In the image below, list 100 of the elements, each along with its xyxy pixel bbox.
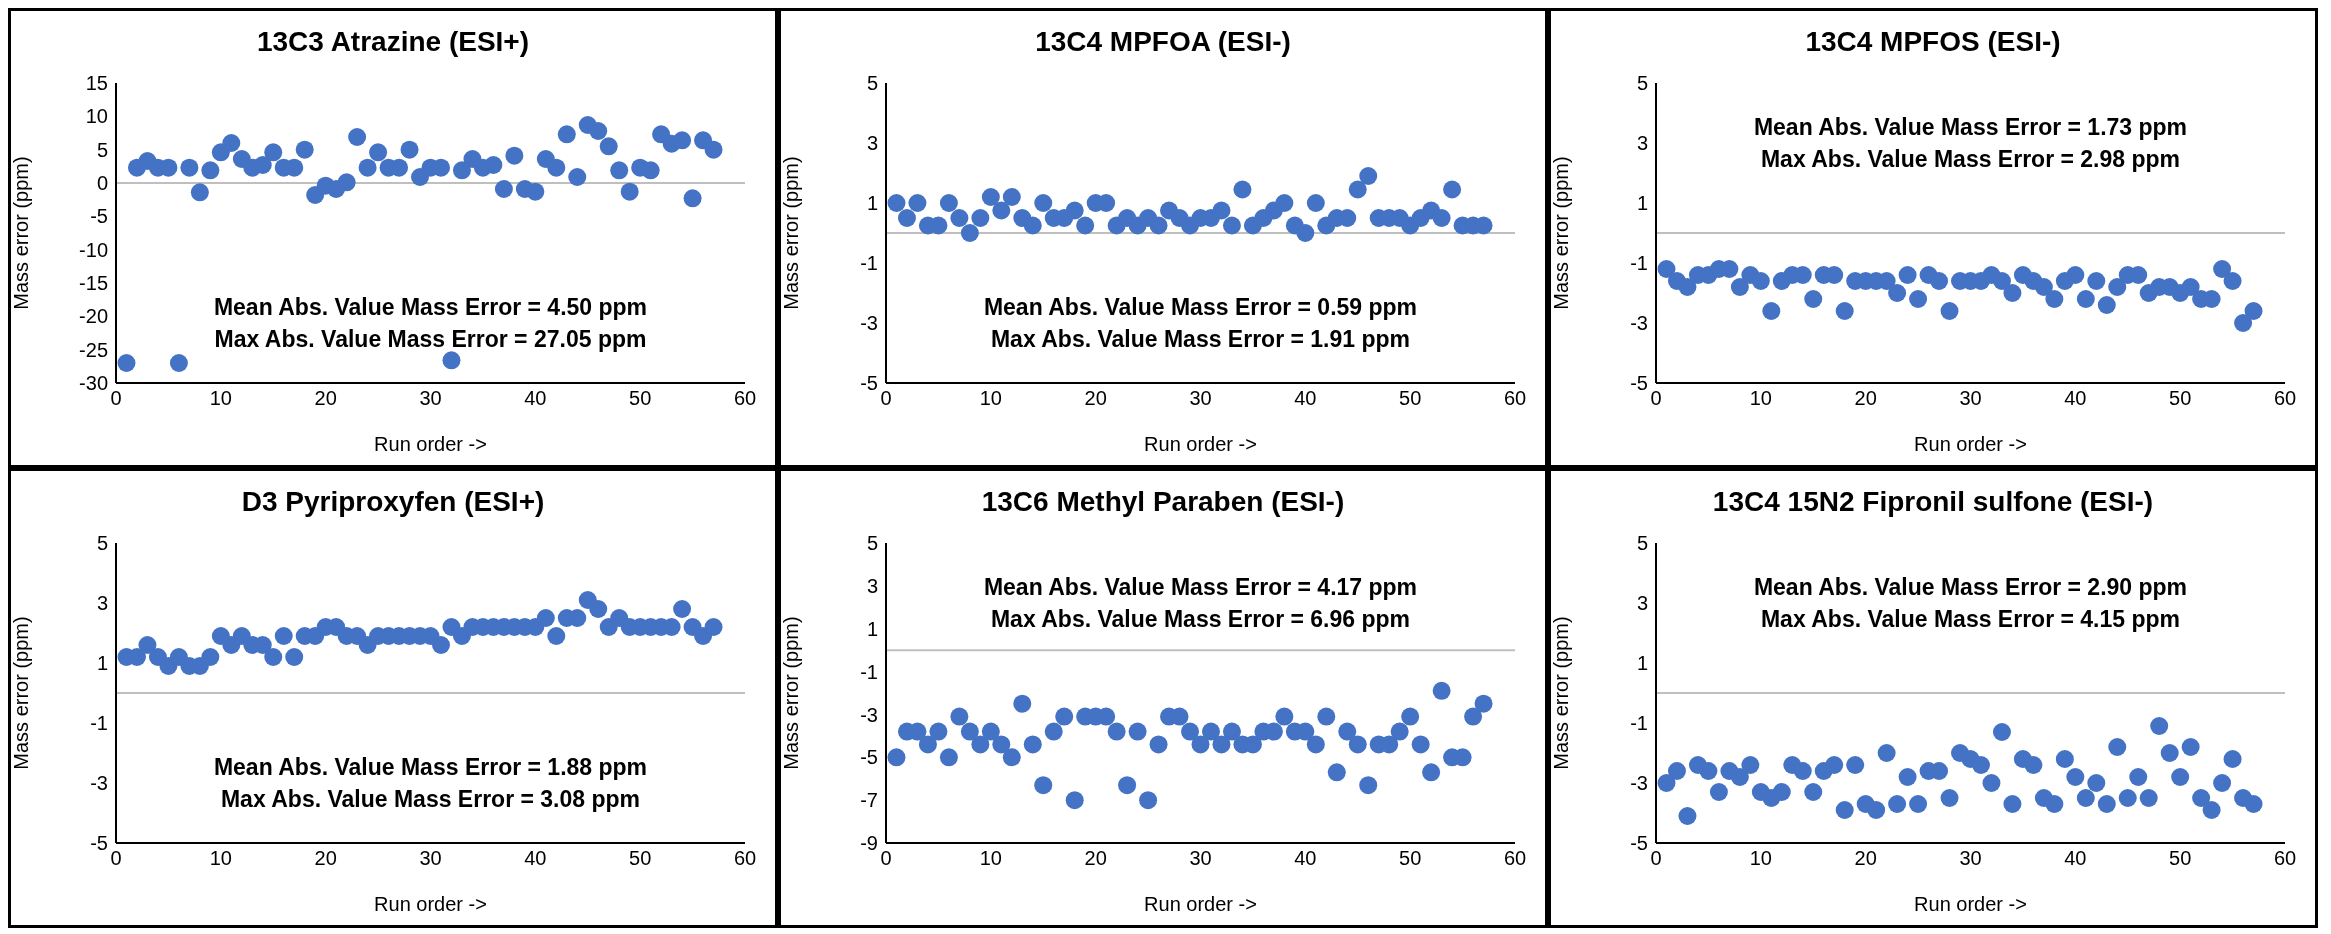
point xyxy=(1667,762,1686,780)
point xyxy=(1982,774,2001,792)
point xyxy=(2097,296,2116,314)
point xyxy=(1793,762,1812,780)
y-tick-label: -3 xyxy=(90,772,108,795)
point xyxy=(1909,290,1928,308)
point xyxy=(526,182,545,201)
point xyxy=(2024,756,2043,774)
annotation: Mean Abs. Value Mass Error = 0.59 ppm xyxy=(982,293,1419,322)
point xyxy=(1055,707,1074,726)
annotation: Mean Abs. Value Mass Error = 1.88 ppm xyxy=(212,753,649,782)
point xyxy=(1002,748,1021,767)
point xyxy=(1657,774,1676,792)
point xyxy=(2066,266,2085,284)
point xyxy=(1306,194,1325,212)
point xyxy=(2129,768,2148,786)
x-tick-label: 20 xyxy=(1084,387,1107,410)
y-tick-label: 3 xyxy=(866,132,878,155)
y-tick-label: 5 xyxy=(866,532,878,555)
point xyxy=(2045,795,2064,813)
x-tick-label: 20 xyxy=(314,847,337,870)
point xyxy=(264,143,283,162)
y-tick-label: 1 xyxy=(866,617,878,640)
point xyxy=(2150,717,2169,735)
point xyxy=(547,158,566,177)
y-tick-label: -1 xyxy=(860,660,878,683)
point xyxy=(358,158,377,177)
x-axis-title: Run order -> xyxy=(1914,433,2027,455)
point xyxy=(1730,278,1749,296)
y-axis-title: Mass error (ppm) xyxy=(10,156,33,310)
point xyxy=(887,194,906,212)
point xyxy=(2234,314,2253,332)
annotation: Mean Abs. Value Mass Error = 2.90 ppm xyxy=(1752,573,2189,602)
point xyxy=(1432,681,1451,700)
point xyxy=(1422,763,1441,782)
x-tick-label: 0 xyxy=(110,847,122,870)
point xyxy=(610,161,629,180)
chart-title: 13C4 MPFOA (ESI-) xyxy=(1034,25,1292,59)
point xyxy=(1275,194,1294,212)
x-tick-label: 50 xyxy=(1399,387,1422,410)
point xyxy=(2181,278,2200,296)
y-tick-label: 0 xyxy=(96,172,108,195)
chart-title: 13C4 MPFOS (ESI-) xyxy=(1804,25,2062,59)
x-tick-label: 0 xyxy=(880,387,892,410)
point xyxy=(1338,722,1357,741)
chart-title: 13C3 Atrazine (ESI+) xyxy=(255,25,531,59)
x-tick-label: 20 xyxy=(1084,847,1107,870)
point xyxy=(908,194,927,212)
x-tick-label: 60 xyxy=(1503,387,1527,410)
point xyxy=(1825,756,1844,774)
point xyxy=(2087,774,2106,792)
point xyxy=(1678,807,1697,825)
point xyxy=(1940,302,1959,320)
point xyxy=(557,125,576,144)
point xyxy=(1118,776,1137,795)
x-tick-label: 10 xyxy=(1749,847,1772,870)
point xyxy=(2192,789,2211,807)
point xyxy=(1149,735,1168,754)
point xyxy=(1348,180,1367,199)
point xyxy=(950,209,969,227)
point xyxy=(1296,224,1315,242)
point xyxy=(1065,791,1084,810)
x-tick-label: 10 xyxy=(979,847,1002,870)
y-tick-label: -5 xyxy=(1630,372,1648,395)
point xyxy=(1002,188,1021,206)
y-tick-label: 10 xyxy=(85,105,108,128)
point xyxy=(1023,735,1042,754)
point xyxy=(169,354,188,372)
point xyxy=(1201,722,1220,741)
point xyxy=(2223,272,2242,290)
point xyxy=(971,735,990,754)
x-tick-label: 10 xyxy=(209,847,232,870)
point xyxy=(992,201,1011,220)
point xyxy=(1474,694,1493,713)
y-tick-label: -25 xyxy=(79,338,108,361)
point xyxy=(494,180,513,198)
y-tick-label: 3 xyxy=(866,574,878,597)
y-tick-label: -20 xyxy=(79,305,108,328)
point xyxy=(2108,278,2127,296)
point xyxy=(683,189,702,208)
y-tick-label: 3 xyxy=(96,592,108,615)
x-tick-label: 50 xyxy=(2169,387,2192,410)
y-tick-label: 1 xyxy=(866,192,878,215)
y-tick-label: 5 xyxy=(1636,72,1648,95)
point xyxy=(950,707,969,726)
point xyxy=(1432,209,1451,227)
point xyxy=(1317,707,1336,726)
y-tick-label: 3 xyxy=(1636,592,1648,615)
point xyxy=(295,140,314,159)
point xyxy=(484,156,503,174)
point xyxy=(2202,801,2221,819)
x-tick-label: 30 xyxy=(1959,387,1982,410)
annotation: Max Abs. Value Mass Error = 1.91 ppm xyxy=(989,325,1412,354)
x-tick-label: 40 xyxy=(1294,387,1317,410)
point xyxy=(981,722,1000,741)
point xyxy=(337,173,356,192)
point xyxy=(1359,776,1378,795)
x-tick-label: 40 xyxy=(1294,847,1317,870)
point xyxy=(1909,795,1928,813)
point xyxy=(704,140,723,159)
